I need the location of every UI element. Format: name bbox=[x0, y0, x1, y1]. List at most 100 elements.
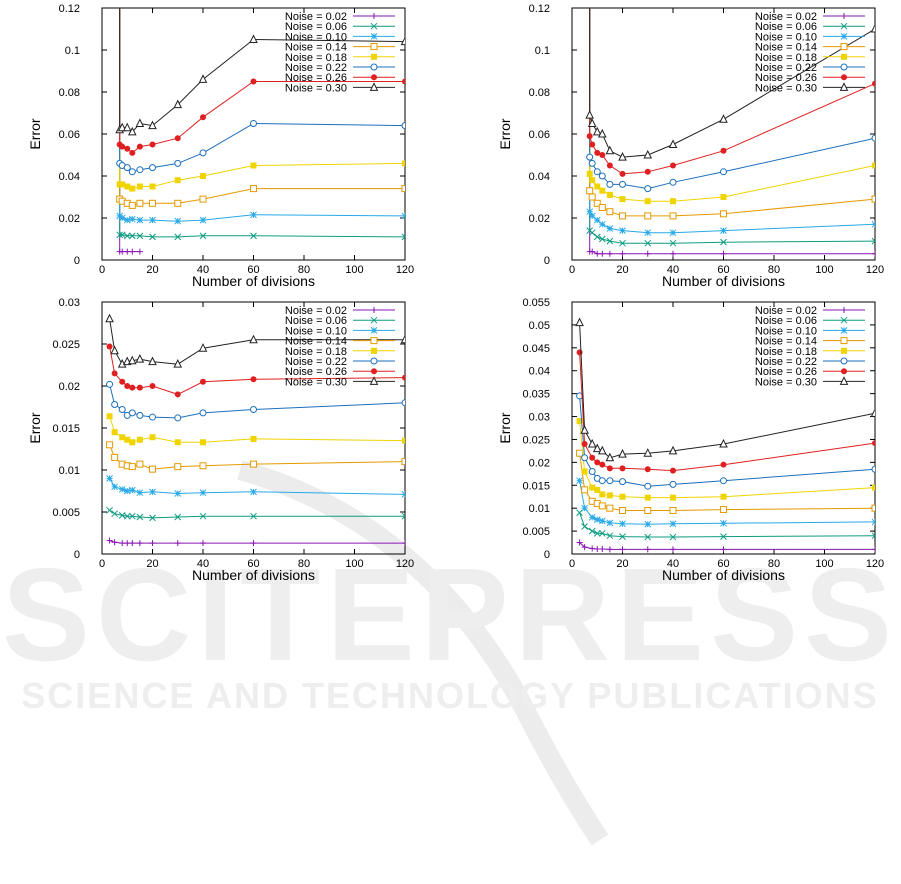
data-point bbox=[149, 164, 156, 172]
data-point bbox=[669, 229, 677, 237]
data-point bbox=[619, 478, 626, 486]
data-point bbox=[618, 151, 627, 161]
data-point bbox=[402, 78, 405, 85]
data-point bbox=[589, 545, 596, 552]
data-point bbox=[720, 238, 727, 246]
chart-svg: 0 20 40 60 80 100 120 0 0.005 0.01 0.015 0.02 0.025 0… bbox=[27, 297, 414, 583]
data-point bbox=[199, 462, 207, 470]
data-point bbox=[250, 185, 257, 193]
y-tick-label: 0 bbox=[544, 549, 550, 561]
data-point bbox=[668, 445, 678, 455]
data-point bbox=[148, 356, 157, 366]
data-point bbox=[599, 491, 606, 498]
data-point bbox=[124, 436, 131, 443]
y-tick-label: 0.1 bbox=[65, 45, 80, 57]
data-point bbox=[250, 460, 257, 468]
data-point bbox=[124, 383, 131, 389]
data-point bbox=[668, 139, 678, 148]
data-point bbox=[124, 183, 131, 190]
legend-label: Noise = 0.30 bbox=[755, 82, 817, 94]
legend-label: Noise = 0.22 bbox=[285, 356, 347, 368]
data-point bbox=[111, 370, 118, 377]
data-point bbox=[872, 440, 875, 447]
data-point bbox=[576, 449, 584, 457]
data-point bbox=[149, 199, 156, 207]
data-point bbox=[105, 313, 114, 323]
data-point bbox=[136, 411, 144, 419]
data-point bbox=[401, 512, 405, 520]
data-point bbox=[588, 212, 596, 220]
legend-label: Noise = 0.06 bbox=[755, 315, 817, 327]
data-point bbox=[174, 391, 181, 398]
x-tick-label: 80 bbox=[768, 558, 780, 570]
data-point bbox=[111, 539, 118, 546]
data-group bbox=[575, 317, 875, 553]
series-line bbox=[109, 384, 405, 419]
data-point bbox=[720, 477, 727, 485]
data-point bbox=[174, 177, 181, 184]
data-point bbox=[119, 434, 126, 441]
data-point bbox=[594, 183, 601, 190]
data-point bbox=[597, 128, 607, 138]
data-point bbox=[128, 512, 136, 520]
data-point bbox=[129, 149, 136, 156]
data-point bbox=[581, 544, 588, 551]
data-point bbox=[136, 183, 143, 190]
data-point bbox=[136, 216, 144, 224]
legend-marker bbox=[370, 63, 378, 71]
y-axis-label: Error bbox=[497, 412, 513, 443]
series-line bbox=[579, 322, 875, 459]
x-tick-label: 120 bbox=[396, 558, 414, 570]
data-point bbox=[576, 539, 583, 546]
data-point bbox=[124, 145, 131, 152]
x-tick-label: 100 bbox=[815, 558, 833, 570]
data-point bbox=[870, 23, 875, 33]
series-line bbox=[119, 8, 405, 173]
data-point bbox=[123, 164, 131, 172]
data-point bbox=[619, 506, 626, 514]
data-point bbox=[124, 540, 131, 547]
data-point bbox=[870, 408, 875, 417]
y-tick-label: 0.06 bbox=[59, 129, 80, 141]
data-point bbox=[136, 436, 143, 443]
series-line bbox=[589, 8, 875, 175]
legend-marker bbox=[840, 316, 848, 324]
y-tick-label: 0.12 bbox=[529, 3, 550, 15]
data-point bbox=[576, 418, 583, 425]
y-tick-label: 0.1 bbox=[535, 45, 550, 57]
data-point bbox=[644, 520, 652, 528]
data-point bbox=[619, 520, 626, 528]
legend-marker bbox=[841, 307, 847, 313]
data-point bbox=[588, 159, 596, 167]
data-point bbox=[586, 170, 593, 177]
data-point bbox=[719, 114, 728, 123]
x-tick-label: 60 bbox=[717, 558, 729, 570]
data-point bbox=[619, 196, 626, 203]
legend-marker bbox=[370, 22, 378, 30]
x-tick-label: 20 bbox=[616, 558, 628, 570]
legend-marker bbox=[840, 22, 848, 30]
data-point bbox=[871, 220, 875, 228]
data-point bbox=[148, 120, 157, 130]
data-point bbox=[598, 204, 606, 211]
series-line bbox=[589, 8, 875, 190]
data-point bbox=[592, 126, 602, 136]
data-point bbox=[593, 516, 601, 523]
data-point bbox=[871, 504, 875, 512]
data-point bbox=[670, 162, 676, 169]
data-point bbox=[585, 109, 594, 119]
data-point bbox=[598, 220, 606, 228]
data-point bbox=[594, 250, 601, 257]
data-point bbox=[174, 414, 182, 422]
data-point bbox=[872, 162, 875, 169]
data-point bbox=[619, 493, 626, 500]
data-point bbox=[250, 78, 257, 85]
data-point bbox=[576, 349, 583, 356]
data-point bbox=[174, 135, 181, 142]
legend-label: Noise = 0.06 bbox=[285, 315, 347, 327]
data-point bbox=[720, 493, 727, 500]
data-point bbox=[122, 122, 132, 132]
data-point bbox=[720, 168, 727, 176]
data-point bbox=[669, 480, 677, 488]
data-point bbox=[606, 532, 614, 540]
